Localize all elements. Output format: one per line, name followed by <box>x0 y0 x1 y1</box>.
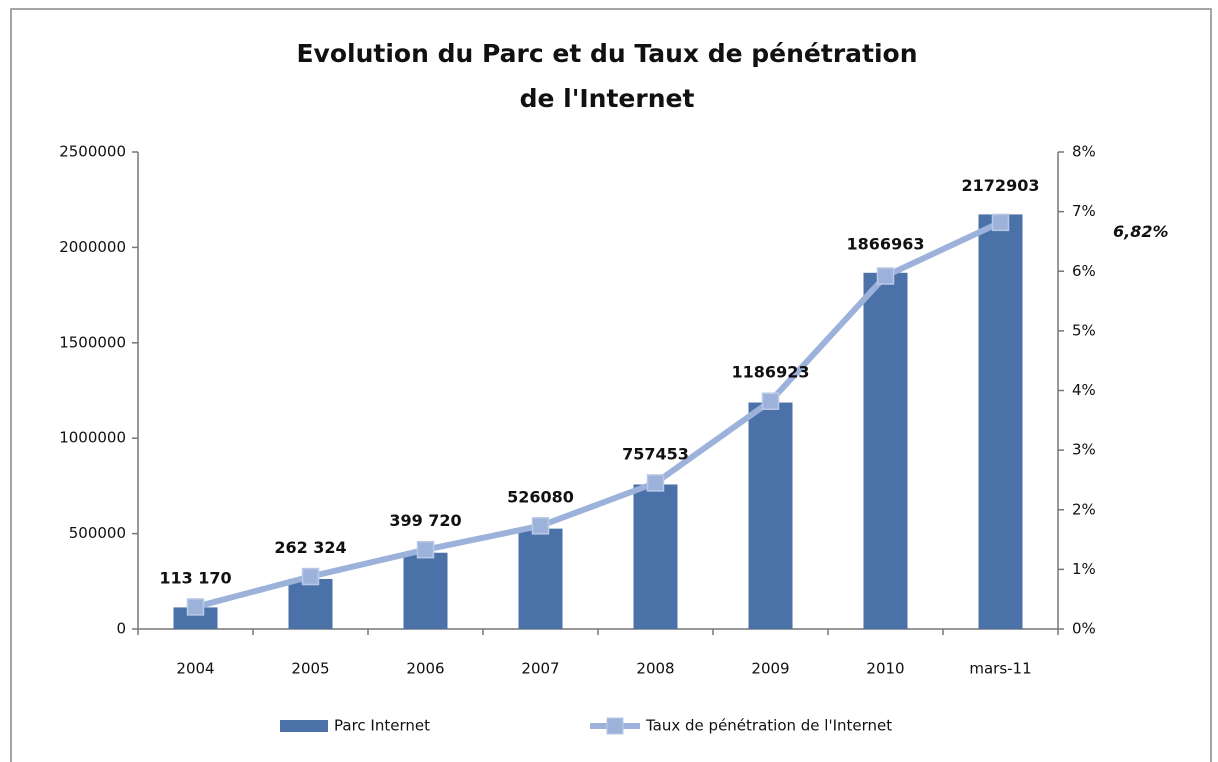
data-label: 113 170 <box>159 568 231 587</box>
data-label: 1186923 <box>732 363 810 382</box>
x-tick-label: 2004 <box>176 660 214 678</box>
line <box>194 219 1002 610</box>
y-tick-label: 500000 <box>69 524 126 542</box>
y-tick-label: 2500000 <box>59 143 126 161</box>
y-tick-label: 2000000 <box>59 238 126 256</box>
y2-tick-label: 2% <box>1072 500 1096 518</box>
x-tick-label: 2010 <box>866 660 904 678</box>
y2-tick-label: 4% <box>1072 381 1096 399</box>
y2-tick-label: 0% <box>1072 620 1096 638</box>
y-tick-label: 1500000 <box>59 333 126 351</box>
data-label: 262 324 <box>274 538 346 557</box>
bar <box>863 272 908 629</box>
chart-frame <box>10 8 1212 762</box>
data-label: 399 720 <box>389 511 461 530</box>
chart-title: Evolution du Parc et du Taux de pénétrat… <box>296 39 917 68</box>
line-marker <box>646 474 665 492</box>
bar <box>748 402 793 629</box>
legend-label: Parc Internet <box>334 717 430 735</box>
data-label: 757453 <box>622 444 689 463</box>
line-marker <box>416 540 435 559</box>
y-tick-label: 0 <box>116 620 126 638</box>
y2-tick-label: 1% <box>1072 560 1096 578</box>
data-label: 2172903 <box>962 176 1040 195</box>
line-marker <box>301 567 320 586</box>
x-tick-label: 2007 <box>521 660 559 678</box>
legend-label: Taux de pénétration de l'Internet <box>645 717 892 735</box>
data-label: 6,82% <box>1113 222 1169 241</box>
y2-tick-label: 7% <box>1072 202 1096 220</box>
line-marker <box>761 392 780 410</box>
bar <box>288 578 333 629</box>
legend-marker <box>606 717 624 735</box>
y-tick-label: 1000000 <box>59 429 126 447</box>
line-marker <box>876 267 895 285</box>
data-label: 526080 <box>507 487 574 506</box>
y2-tick-label: 6% <box>1072 262 1096 280</box>
y2-tick-label: 8% <box>1072 143 1096 161</box>
data-label: 1866963 <box>847 234 925 253</box>
x-tick-label: 2008 <box>636 660 674 678</box>
x-tick-label: 2005 <box>291 660 329 678</box>
bar <box>518 528 563 629</box>
bar <box>403 552 448 629</box>
legend-swatch <box>280 720 328 732</box>
bar <box>633 484 678 629</box>
y2-tick-label: 3% <box>1072 441 1096 459</box>
line-marker <box>186 598 205 616</box>
bar <box>978 214 1023 630</box>
line-marker <box>531 517 550 535</box>
x-tick-label: mars-11 <box>969 660 1031 678</box>
x-tick-label: 2009 <box>751 660 789 678</box>
bar <box>173 607 218 629</box>
y2-tick-label: 5% <box>1072 321 1096 339</box>
x-tick-label: 2006 <box>406 660 444 678</box>
chart-title: de l'Internet <box>520 84 695 113</box>
line-marker <box>991 213 1010 232</box>
